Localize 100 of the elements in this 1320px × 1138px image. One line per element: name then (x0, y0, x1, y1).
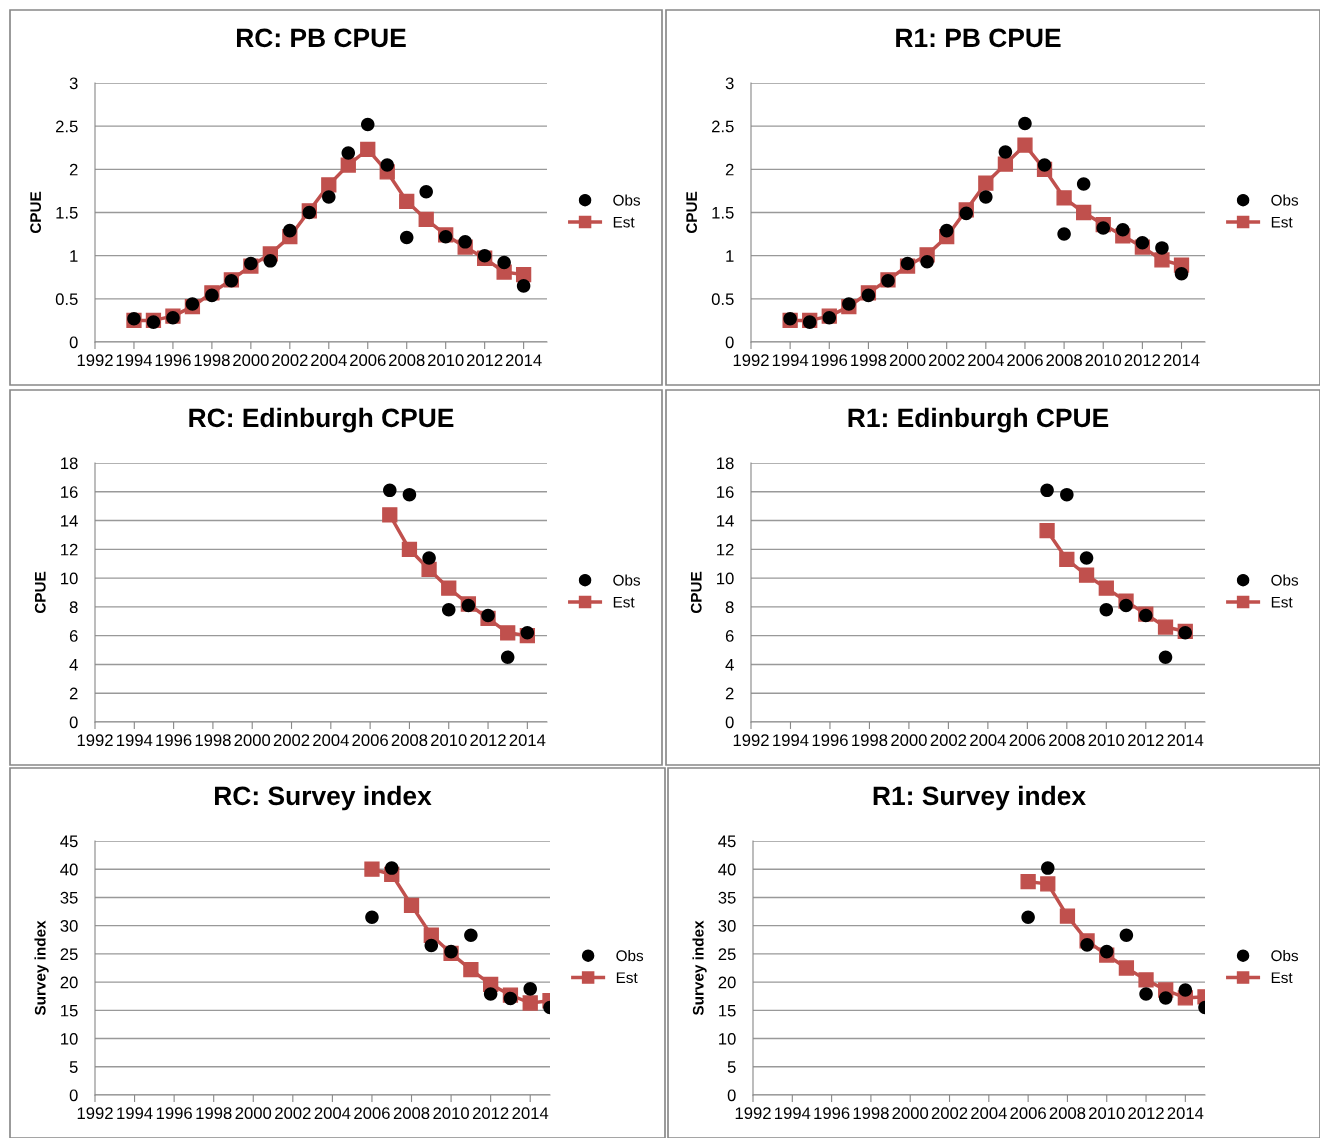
x-tick-label: 2010 (433, 1107, 469, 1120)
x-tick-label: 2002 (275, 1107, 311, 1120)
point (399, 230, 414, 245)
point (500, 650, 515, 665)
x-tick-label: 2000 (892, 1107, 929, 1120)
x-tick-label: 2008 (1049, 1107, 1086, 1120)
y-tick-label: 6 (69, 630, 78, 642)
y-tick-label: 3 (69, 77, 78, 90)
x-tick-label: 1992 (77, 354, 113, 367)
y-tick-label: 16 (717, 486, 734, 498)
point (364, 861, 380, 877)
point (1119, 928, 1134, 943)
y-tick-label: 18 (61, 457, 78, 470)
y-tick-label: 14 (61, 515, 78, 527)
x-tick-label: 2002 (931, 1107, 968, 1120)
y-tick-label: 10 (61, 572, 78, 585)
point (322, 190, 336, 204)
point (1060, 487, 1074, 502)
point (360, 117, 375, 132)
point (997, 156, 1014, 172)
x-tick-label: 1994 (775, 1107, 811, 1120)
point (520, 626, 535, 640)
y-tick-label: 0.5 (711, 293, 734, 306)
y-axis-title: CPUE (34, 571, 46, 614)
point (1076, 204, 1092, 221)
point (185, 297, 200, 311)
y-tick-label: 2 (725, 163, 734, 176)
y-tick-label: 12 (717, 543, 734, 556)
x-tick-label: 2006 (1010, 1107, 1046, 1120)
point (1021, 910, 1035, 924)
x-tick-label: 2010 (1088, 734, 1125, 747)
x-tick-label: 2002 (930, 734, 967, 747)
y-tick-label: 35 (60, 891, 78, 904)
point (1118, 960, 1135, 976)
point (463, 962, 479, 978)
point (1059, 908, 1076, 924)
x-tick-label: 1998 (194, 354, 230, 367)
x-tick-label: 1996 (155, 354, 191, 367)
point (1017, 137, 1033, 153)
point (516, 279, 531, 293)
x-tick-label: 1996 (156, 1107, 192, 1120)
point (1040, 876, 1056, 892)
y-tick-label: 6 (725, 630, 734, 642)
point (441, 603, 456, 617)
point (424, 938, 439, 953)
y-tick-label: 25 (718, 948, 736, 961)
x-tick-label: 2012 (466, 354, 503, 367)
y-tick-label: 0 (725, 716, 734, 729)
x-tick-label: 2004 (970, 734, 1006, 747)
y-tick-label: 10 (717, 572, 734, 585)
x-tick-label: 2004 (968, 354, 1004, 367)
y-tick-label: 2.5 (712, 120, 734, 133)
point (1155, 241, 1169, 255)
legend-label: Obs (616, 949, 644, 962)
x-tick-label: 2004 (313, 734, 349, 747)
x-tick-label: 1992 (77, 734, 113, 747)
point (1098, 580, 1114, 596)
point (422, 551, 436, 565)
x-tick-label: 2006 (354, 1107, 390, 1120)
x-tick-label: 2006 (1009, 734, 1046, 747)
y-tick-label: 10 (61, 1032, 78, 1045)
chart-title: RC: PB CPUE (236, 28, 406, 48)
point (1080, 938, 1094, 952)
x-tick-label: 1998 (851, 354, 887, 367)
y-tick-label: 5 (727, 1061, 736, 1073)
point (283, 223, 297, 238)
point (383, 483, 397, 498)
point (401, 541, 418, 557)
legend-label: Obs (1271, 194, 1299, 206)
point (1154, 252, 1170, 268)
point (1135, 235, 1150, 250)
point (360, 141, 376, 158)
point (503, 991, 518, 1006)
point (523, 982, 537, 996)
x-tick-label: 2014 (505, 354, 542, 367)
point (403, 897, 420, 913)
chart-title: RC: Edinburgh CPUE (189, 407, 454, 433)
point (365, 910, 379, 924)
legend-label: Est (616, 972, 638, 984)
point (1056, 190, 1072, 206)
y-axis-title: CPUE (30, 191, 42, 234)
x-tick-label: 2008 (391, 734, 428, 747)
point (1079, 551, 1094, 565)
point (380, 158, 395, 172)
y-tick-label: 20 (60, 976, 78, 989)
y-tick-label: 18 (717, 457, 734, 470)
y-tick-label: 8 (725, 601, 734, 614)
point (522, 995, 538, 1011)
y-tick-label: 0 (69, 1089, 78, 1102)
x-tick-label: 2000 (233, 354, 269, 367)
x-tick-label: 1992 (77, 1107, 113, 1120)
point (959, 206, 974, 221)
x-tick-label: 1998 (853, 1107, 889, 1120)
point (481, 608, 495, 623)
point (979, 190, 993, 204)
y-tick-label: 15 (61, 1004, 78, 1017)
y-tick-label: 1 (726, 250, 734, 262)
point (1178, 983, 1193, 997)
x-tick-label: 1998 (196, 1107, 232, 1120)
point (500, 625, 516, 641)
